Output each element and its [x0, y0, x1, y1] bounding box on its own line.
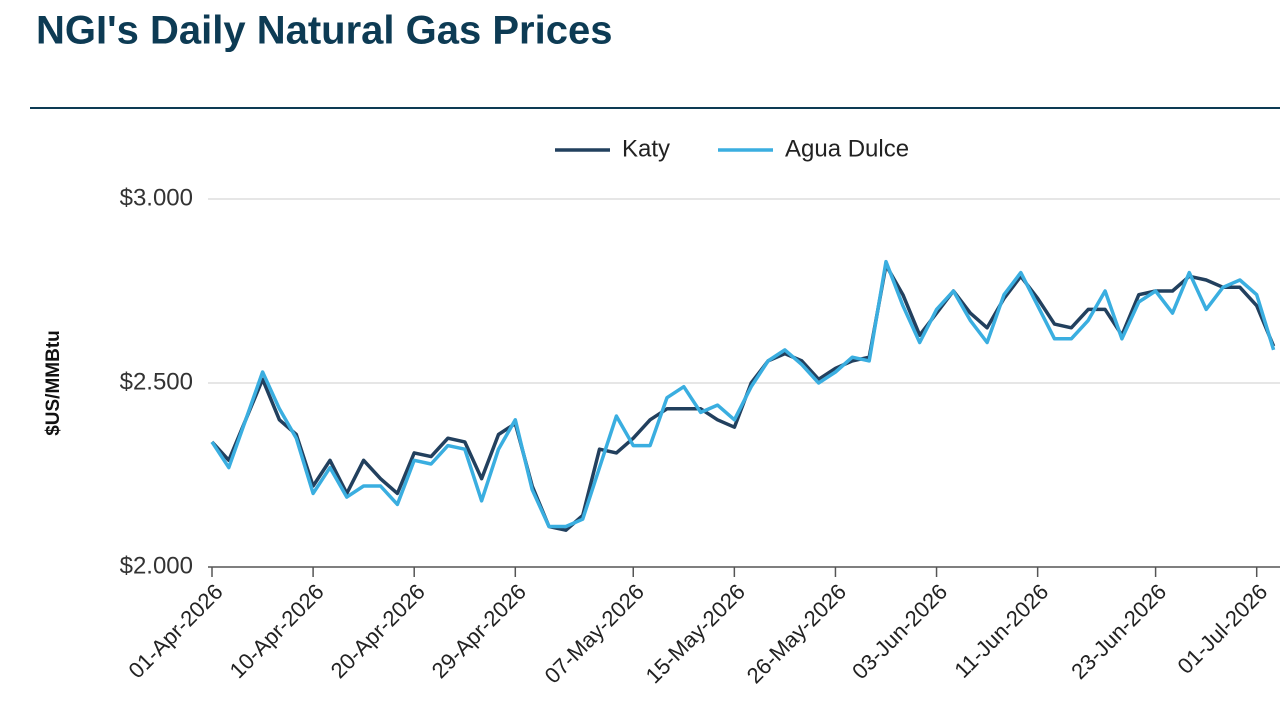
series-line	[210, 263, 1276, 532]
x-tick-label: 29-Apr-2026	[427, 579, 531, 683]
legend-label: Agua Dulce	[785, 135, 909, 162]
y-tick-label: $2.500	[120, 368, 193, 395]
x-tick-label: 07-May-2026	[540, 579, 649, 688]
series-line	[210, 259, 1276, 529]
x-tick-label: 20-Apr-2026	[326, 579, 430, 683]
legend-label: Katy	[622, 135, 670, 162]
x-tick-label: 11-Jun-2026	[949, 579, 1053, 683]
x-tick-label: 26-May-2026	[742, 579, 851, 688]
x-tick-label: 01-Apr-2026	[123, 579, 227, 683]
chart-title: NGI's Daily Natural Gas Prices	[36, 9, 612, 53]
y-axis-label: $US/MMBtu	[43, 330, 64, 436]
x-tick-label: 15-May-2026	[641, 579, 750, 688]
y-tick-label: $2.000	[120, 552, 193, 579]
x-tick-label: 03-Jun-2026	[847, 579, 952, 684]
x-tick-label: 01-Jul-2026	[1173, 579, 1273, 679]
y-tick-label: $3.000	[120, 184, 193, 211]
x-tick-label: 10-Apr-2026	[225, 579, 329, 683]
x-tick-label: 23-Jun-2026	[1066, 579, 1171, 684]
